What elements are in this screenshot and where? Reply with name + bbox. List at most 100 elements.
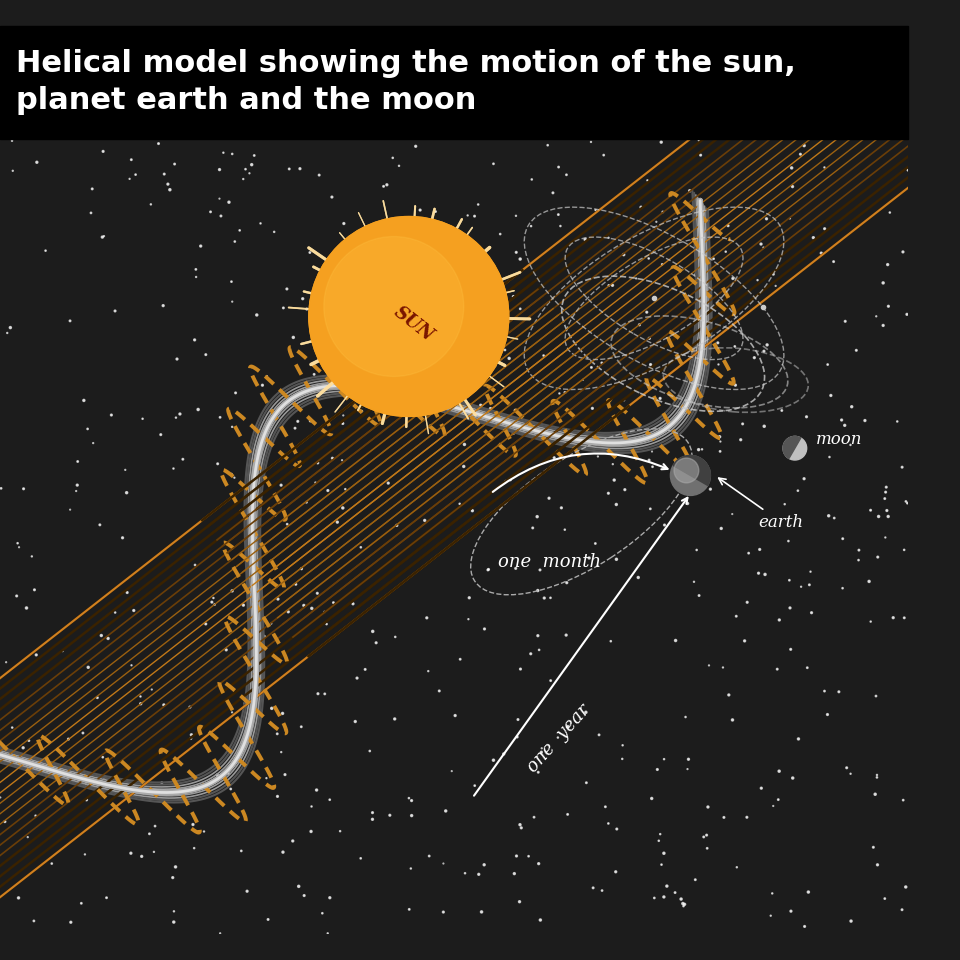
Point (108, 303, 123, 319)
Point (771, 792, 786, 807)
Point (501, 350, 516, 366)
Point (513, 661, 528, 677)
Point (513, 301, 528, 317)
Circle shape (674, 458, 699, 483)
Point (85, 436, 101, 451)
Point (804, 605, 819, 620)
Point (438, 804, 453, 819)
Point (333, 338, 348, 353)
Point (428, 204, 444, 219)
Point (143, 197, 158, 212)
Point (213, 208, 228, 224)
Wedge shape (783, 437, 801, 459)
Point (537, 590, 552, 606)
Point (404, 793, 420, 808)
Point (399, 344, 415, 359)
Point (166, 903, 181, 919)
Point (315, 905, 330, 921)
Point (212, 925, 228, 941)
Point (509, 245, 524, 260)
Point (784, 160, 800, 176)
Point (60, 732, 76, 747)
Point (725, 506, 740, 521)
Point (641, 330, 657, 346)
Point (763, 908, 779, 924)
Point (831, 684, 847, 700)
Point (75, 726, 90, 741)
Point (699, 828, 714, 843)
Point (718, 244, 733, 259)
Point (398, 306, 414, 322)
Point (733, 432, 749, 447)
Point (16, 481, 32, 496)
Point (175, 451, 190, 467)
Point (26, 913, 41, 928)
Point (146, 844, 161, 859)
Point (408, 212, 423, 228)
Point (232, 223, 248, 238)
Point (379, 378, 395, 394)
Point (801, 884, 816, 900)
Point (276, 845, 291, 860)
Point (508, 402, 523, 418)
Point (660, 878, 675, 894)
Point (420, 611, 435, 626)
Point (225, 583, 240, 598)
Point (418, 365, 433, 380)
Point (153, 427, 168, 443)
Point (725, 712, 740, 728)
Point (603, 634, 618, 649)
Point (277, 767, 293, 782)
Point (558, 385, 573, 400)
Point (15, 740, 31, 756)
Point (700, 841, 715, 856)
Point (797, 919, 812, 934)
Point (44, 760, 60, 776)
Point (323, 890, 338, 905)
Point (421, 849, 437, 864)
Point (877, 530, 893, 545)
Point (63, 915, 79, 930)
Point (835, 581, 851, 596)
Point (817, 159, 832, 175)
Point (863, 613, 878, 629)
Point (304, 799, 320, 814)
Circle shape (309, 217, 509, 417)
Point (267, 225, 282, 240)
Point (651, 833, 666, 849)
Point (302, 413, 318, 428)
Point (432, 684, 447, 699)
Point (271, 591, 286, 607)
Point (467, 778, 482, 793)
Point (559, 628, 574, 643)
Point (605, 277, 620, 293)
Point (156, 697, 172, 712)
Point (834, 413, 850, 428)
Point (641, 452, 657, 468)
Point (290, 414, 305, 429)
Point (785, 179, 801, 194)
Point (270, 789, 285, 804)
Point (11, 890, 26, 905)
Point (499, 422, 515, 438)
Point (747, 350, 762, 366)
Point (629, 271, 644, 286)
Point (353, 851, 369, 866)
Point (657, 846, 672, 861)
Point (868, 688, 883, 704)
Point (823, 388, 838, 403)
Point (668, 633, 684, 648)
Point (379, 177, 395, 192)
Point (653, 827, 668, 842)
Point (225, 146, 240, 161)
Point (417, 513, 432, 528)
Point (693, 148, 708, 163)
Point (559, 167, 574, 182)
Point (216, 145, 231, 160)
Point (341, 269, 356, 284)
Point (877, 491, 893, 506)
Point (712, 429, 728, 444)
Point (492, 227, 508, 242)
Point (365, 811, 380, 827)
Point (156, 298, 171, 313)
